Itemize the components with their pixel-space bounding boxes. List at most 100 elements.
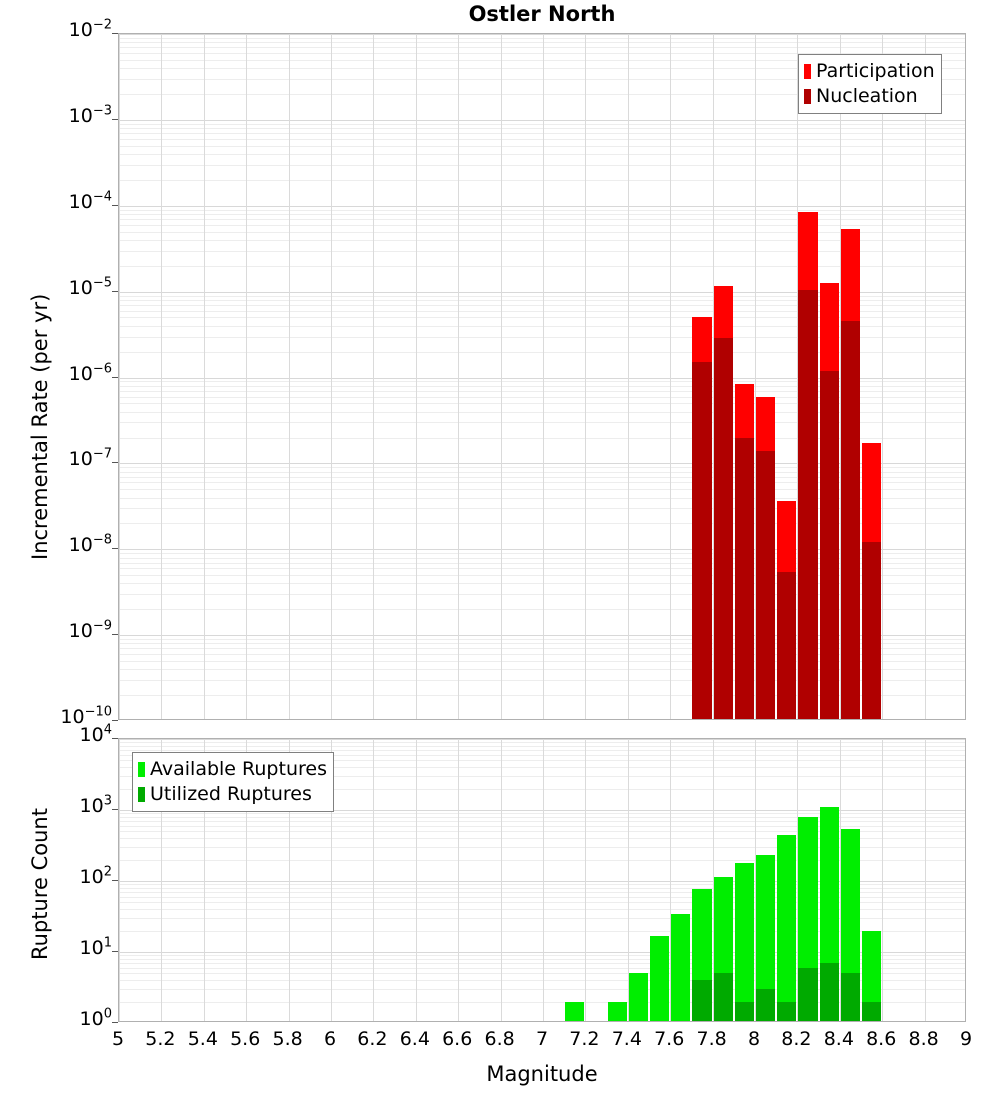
y-tick-mark (112, 119, 118, 120)
gridline-minor (119, 498, 965, 499)
legend-rupture-count: Available Ruptures Utilized Ruptures (132, 752, 334, 812)
y-tick-label: 10−4 (68, 189, 112, 213)
gridline-minor (119, 79, 965, 80)
gridline-minor (119, 180, 965, 181)
gridline-vertical (331, 34, 332, 719)
bar-rate-nucleation (819, 370, 839, 719)
y-tick-label: 100 (79, 1006, 112, 1030)
gridline-minor (119, 583, 965, 584)
x-tick-label: 6.8 (484, 1028, 515, 1050)
bottom-gridlines (119, 739, 965, 1021)
gridline-vertical (840, 34, 841, 719)
gridline-minor (119, 266, 965, 267)
legend-incremental-rate: Participation Nucleation (798, 54, 942, 114)
y-tick-label: 10−3 (68, 103, 112, 127)
gridline-minor (119, 643, 965, 644)
gridline-major (119, 635, 965, 636)
gridline-vertical (755, 34, 756, 719)
gridline-vertical (840, 739, 841, 1021)
gridline-minor (119, 146, 965, 147)
legend-item[interactable]: Nucleation (804, 84, 935, 109)
y-tick-label: 103 (79, 793, 112, 817)
gridline-major (119, 952, 965, 953)
gridline-vertical (289, 34, 290, 719)
bar-count-utilized (777, 1001, 797, 1021)
y-tick-mark (112, 462, 118, 463)
gridline-minor (119, 438, 965, 439)
x-tick-label: 5.4 (187, 1028, 218, 1050)
bar-count-available (840, 829, 860, 1021)
rupture-count-plot: Available Ruptures Utilized Ruptures (118, 738, 966, 1022)
gridline-minor (119, 412, 965, 413)
gridline-major (119, 549, 965, 550)
gridline-minor (119, 53, 965, 54)
gridline-minor (119, 669, 965, 670)
gridline-minor (119, 305, 965, 306)
gridline-minor (119, 897, 965, 898)
gridline-minor (119, 989, 965, 990)
gridline-minor (119, 931, 965, 932)
bottom-bars (119, 739, 965, 1021)
x-tick-label: 5.2 (145, 1028, 176, 1050)
x-axis-label: Magnitude (486, 1062, 598, 1086)
gridline-minor (119, 888, 965, 889)
gridline-minor (119, 826, 965, 827)
x-tick-label: 8.4 (823, 1028, 854, 1050)
gridline-major (119, 34, 965, 35)
gridline-minor (119, 838, 965, 839)
x-tick-label: 5 (111, 1028, 125, 1050)
gridline-vertical (119, 34, 120, 719)
x-tick-label: 6.2 (357, 1028, 388, 1050)
bar-count-available (565, 1001, 585, 1021)
bar-rate-nucleation (734, 437, 754, 719)
gridline-minor (119, 575, 965, 576)
gridline-minor (119, 219, 965, 220)
gridline-major (119, 739, 965, 740)
legend-item[interactable]: Utilized Ruptures (138, 782, 327, 807)
gridline-minor (119, 467, 965, 468)
bar-count-utilized (819, 962, 839, 1021)
gridline-minor (119, 472, 965, 473)
gridline-vertical (882, 739, 883, 1021)
y-tick-label: 10−10 (60, 704, 112, 728)
x-tick-label: 8.2 (781, 1028, 812, 1050)
gridline-minor (119, 661, 965, 662)
gridline-minor (119, 1002, 965, 1003)
gridline-vertical (501, 739, 502, 1021)
bottom-y-axis-ticks: 104 103 102 101 100 (0, 724, 118, 1029)
gridline-vertical (373, 34, 374, 719)
gridline-vertical (713, 739, 714, 1021)
gridline-minor (119, 326, 965, 327)
x-tick-label: 7.4 (611, 1028, 642, 1050)
gridline-vertical (161, 739, 162, 1021)
legend-item[interactable]: Available Ruptures (138, 757, 327, 782)
gridline-minor (119, 240, 965, 241)
y-tick-label: 10−8 (68, 532, 112, 557)
bar-count-available (607, 1001, 627, 1021)
bar-count-available (756, 855, 776, 1021)
legend-item[interactable]: Participation (804, 59, 935, 84)
gridline-vertical (204, 34, 205, 719)
gridline-vertical (289, 739, 290, 1021)
gridline-minor (119, 165, 965, 166)
gridline-vertical (585, 34, 586, 719)
x-tick-label: 7.6 (654, 1028, 685, 1050)
gridline-minor (119, 311, 965, 312)
gridline-minor (119, 813, 965, 814)
gridline-minor (119, 680, 965, 681)
y-tick-mark (112, 1022, 118, 1023)
bar-count-utilized (692, 980, 712, 1021)
y-tick-mark (112, 809, 118, 810)
x-tick-label: 6 (323, 1028, 337, 1050)
gridline-vertical (501, 34, 502, 719)
gridline-vertical (416, 739, 417, 1021)
utilized-ruptures-swatch-icon (138, 787, 145, 802)
gridline-vertical (925, 739, 926, 1021)
gridline-minor (119, 760, 965, 761)
gridline-minor (119, 477, 965, 478)
gridline-vertical (161, 34, 162, 719)
gridline-minor (119, 892, 965, 893)
gridline-minor (119, 317, 965, 318)
gridline-minor (119, 750, 965, 751)
bar-count-available (734, 862, 754, 1021)
